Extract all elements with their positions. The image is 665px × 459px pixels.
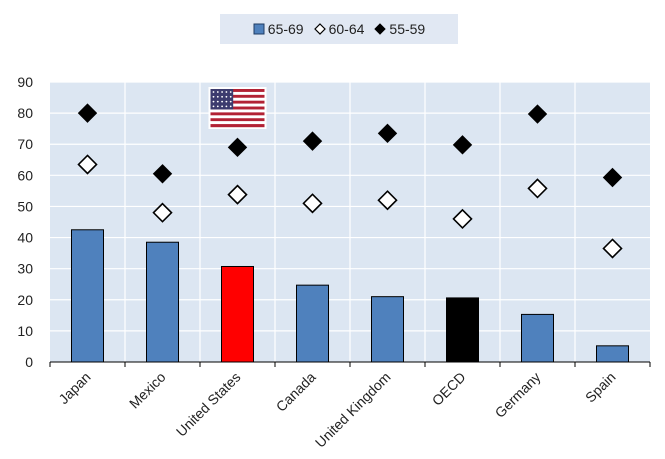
bar-japan [71, 229, 104, 363]
legend-label-65-69: 65-69 [267, 21, 304, 37]
legend-item-55-59: 55-59 [374, 21, 425, 37]
marker-60-64 [452, 208, 473, 230]
y-tick-label: 40 [17, 230, 33, 246]
legend-item-60-64: 60-64 [313, 21, 365, 37]
open-diamond-icon [313, 23, 326, 35]
legend-label-55-59: 55-59 [389, 21, 426, 37]
bar-canada [296, 284, 329, 363]
legend: 65-69 60-64 55-59 [220, 14, 458, 44]
y-tick-label: 30 [17, 261, 33, 277]
bar-united-states [221, 265, 254, 363]
marker-55-59 [452, 135, 473, 155]
marker-60-64 [302, 193, 323, 214]
y-tick-label: 90 [17, 74, 33, 90]
marker-55-59 [77, 103, 98, 123]
y-tick-label: 20 [17, 292, 33, 308]
marker-60-64 [602, 238, 623, 259]
y-tick-label: 80 [17, 105, 33, 121]
marker-60-64 [377, 190, 398, 211]
y-tick-label: 70 [17, 136, 33, 152]
x-tick-label: Canada [273, 369, 319, 415]
marker-55-59 [152, 164, 173, 184]
marker-55-59 [227, 137, 248, 158]
marker-60-64 [527, 178, 548, 199]
x-tick-label: Mexico [126, 369, 169, 412]
marker-55-59 [527, 104, 548, 124]
marker-55-59 [602, 167, 623, 188]
marker-60-64 [227, 184, 248, 205]
legend-bar-swatch [253, 23, 265, 35]
marker-55-59 [377, 123, 398, 144]
x-tick-label: United States [173, 369, 244, 440]
bar-spain [596, 345, 629, 363]
bar-united-kingdom [371, 296, 404, 363]
y-tick-label: 10 [17, 323, 33, 339]
filled-diamond-icon [374, 23, 387, 35]
y-tick-label: 50 [17, 198, 33, 214]
bar-germany [521, 313, 554, 363]
y-tick-label: 0 [25, 354, 33, 370]
marker-60-64 [152, 202, 173, 223]
x-tick-label: Germany [492, 369, 544, 421]
us-flag-icon [208, 87, 267, 129]
x-tick-label: Spain [582, 369, 619, 406]
x-tick-label: OECD [429, 369, 469, 409]
x-tick-label: Japan [55, 369, 93, 407]
bar-oecd [446, 297, 479, 363]
legend-label-60-64: 60-64 [328, 21, 365, 37]
y-tick-label: 60 [17, 167, 33, 183]
bar-mexico [146, 241, 179, 363]
x-tick-label: United Kingdom [312, 369, 394, 451]
legend-item-65-69: 65-69 [253, 21, 304, 37]
marker-55-59 [302, 131, 323, 151]
marker-60-64 [77, 154, 98, 175]
